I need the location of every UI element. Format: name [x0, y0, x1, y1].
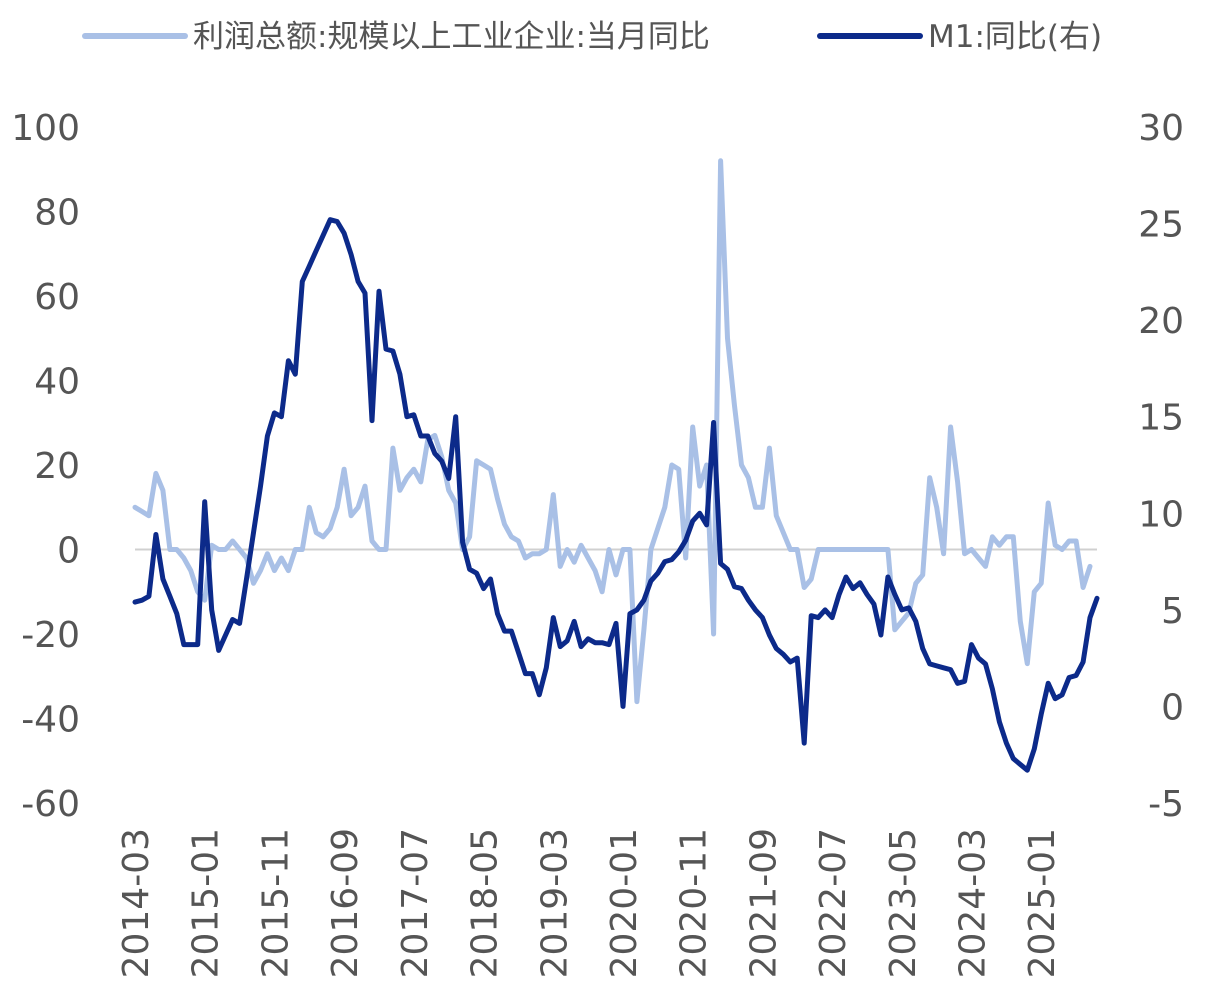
right-tick-label: 5 [1161, 591, 1184, 632]
x-tick-label: 2024-03 [953, 828, 994, 978]
right-tick-label: 30 [1138, 108, 1184, 149]
x-tick-label: 2022-07 [813, 828, 854, 978]
left-tick-label: -40 [21, 700, 80, 741]
plot-area [132, 158, 1100, 773]
right-tick-label: 10 [1138, 494, 1184, 535]
legend: 利润总额:规模以上工业企业:当月同比 M1:同比(右) [82, 19, 1102, 55]
left-tick-label: 100 [11, 108, 80, 149]
left-tick-label: 60 [34, 277, 80, 318]
legend-label-profit: 利润总额:规模以上工业企业:当月同比 [193, 19, 710, 55]
left-tick-label: 40 [34, 362, 80, 403]
x-tick-label: 2014-03 [116, 828, 157, 978]
series-line-profit [132, 158, 1093, 705]
x-tick-label: 2020-11 [674, 828, 715, 978]
x-axis: 2014-03 2015-01 2015-11 2016-09 2017-07 2018-… [116, 828, 1063, 978]
right-tick-label: -5 [1148, 784, 1184, 825]
left-tick-label: 80 [34, 193, 80, 234]
legend-label-m1: M1:同比(右) [928, 19, 1102, 55]
x-tick-label: 2025-01 [1022, 828, 1063, 978]
right-tick-label: 20 [1138, 301, 1184, 342]
x-tick-label: 2021-09 [743, 828, 784, 978]
x-tick-label: 2020-01 [604, 828, 645, 978]
right-tick-label: 25 [1138, 205, 1184, 246]
x-tick-label: 2023-05 [883, 828, 924, 978]
x-tick-label: 2015-11 [255, 828, 296, 978]
right-tick-label: 0 [1161, 687, 1184, 728]
right-tick-label: 15 [1138, 398, 1184, 439]
left-axis: 100 80 60 40 20 0 -20 -40 -60 [11, 108, 80, 825]
left-tick-label: -60 [21, 784, 80, 825]
series-line-m1 [132, 217, 1100, 773]
left-tick-label: 0 [57, 531, 80, 572]
x-tick-label: 2018-05 [465, 828, 506, 978]
right-axis: 30 25 20 15 10 5 0 -5 [1138, 108, 1184, 825]
x-tick-label: 2015-01 [186, 828, 227, 978]
x-tick-label: 2016-09 [325, 828, 366, 978]
x-tick-label: 2019-03 [534, 828, 575, 978]
left-tick-label: 20 [34, 446, 80, 487]
x-tick-label: 2017-07 [395, 828, 436, 978]
left-tick-label: -20 [21, 615, 80, 656]
